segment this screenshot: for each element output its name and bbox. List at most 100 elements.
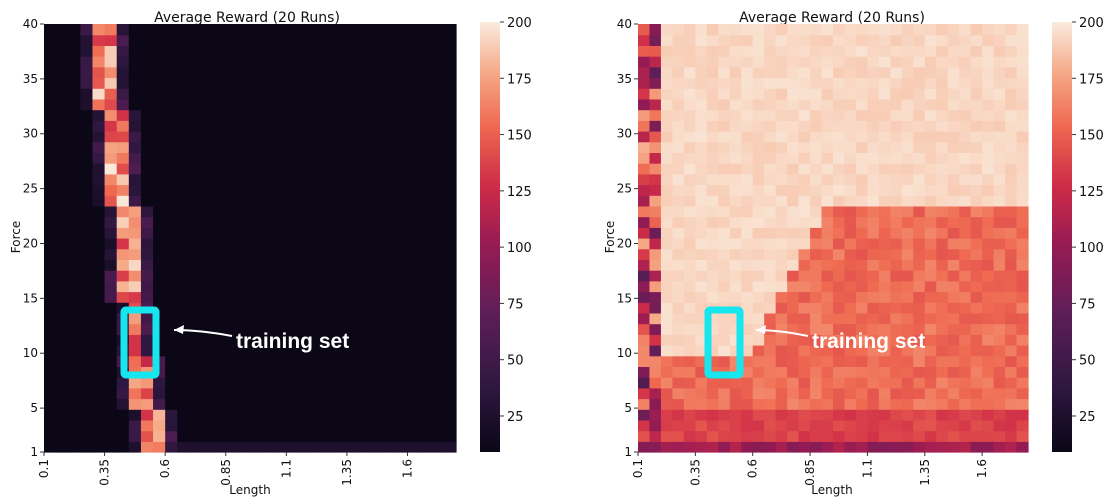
heatmap-cell: [128, 291, 142, 303]
heatmap-cell: [322, 419, 336, 432]
heatmap-cell: [237, 270, 251, 282]
heatmap-cell: [924, 355, 937, 367]
heatmap-cell: [213, 173, 227, 186]
heatmap-cell: [638, 24, 651, 36]
heatmap-cell: [201, 152, 215, 164]
heatmap-cell: [821, 238, 834, 250]
heatmap-cell: [649, 227, 662, 239]
heatmap-cell: [913, 24, 926, 36]
colorbar-tick-label: 50: [1079, 354, 1096, 369]
heatmap-cell: [443, 152, 457, 164]
heatmap-cell: [431, 355, 445, 367]
heatmap-cell: [104, 280, 118, 293]
heatmap-cell: [821, 131, 834, 143]
heatmap-cell: [913, 195, 926, 207]
heatmap-cell: [104, 34, 118, 46]
heatmap-cell: [407, 98, 421, 111]
heatmap-cell: [936, 45, 949, 57]
heatmap-cell: [346, 409, 360, 421]
heatmap-cell: [764, 238, 777, 250]
x-tick-label: 0.85: [803, 459, 817, 486]
heatmap-cell: [833, 173, 846, 186]
heatmap-cell: [638, 152, 651, 164]
heatmap-cell: [798, 355, 811, 367]
heatmap-cell: [56, 109, 69, 121]
heatmap-cell: [286, 173, 300, 186]
heatmap-cell: [201, 323, 215, 335]
heatmap-cell: [810, 66, 823, 79]
heatmap-cell: [1016, 355, 1029, 367]
heatmap-cell: [346, 45, 360, 57]
heatmap-cell: [741, 248, 754, 260]
heatmap-cell: [334, 409, 348, 421]
heatmap-cell: [68, 109, 81, 121]
heatmap-cell: [262, 323, 275, 335]
heatmap-cell: [213, 280, 227, 293]
heatmap-cell: [970, 66, 983, 79]
heatmap-cell: [752, 227, 765, 239]
heatmap-cell: [706, 377, 719, 389]
heatmap-cell: [810, 312, 823, 325]
heatmap-cell: [165, 430, 178, 442]
heatmap-cell: [383, 163, 397, 175]
heatmap-cell: [92, 387, 106, 400]
heatmap-cell: [1005, 430, 1018, 442]
heatmap-cell: [672, 131, 685, 143]
heatmap-cell: [128, 441, 142, 453]
heatmap-cell: [741, 419, 754, 432]
heatmap-cell: [431, 291, 445, 303]
heatmap-cell: [683, 270, 696, 282]
heatmap-cell: [936, 131, 949, 143]
heatmap-cell: [431, 409, 445, 421]
heatmap-cell: [80, 34, 94, 46]
heatmap-cell: [44, 355, 57, 367]
heatmap-cell: [982, 345, 995, 357]
heatmap-cell: [638, 120, 651, 132]
heatmap-cell: [431, 248, 445, 260]
heatmap-cell: [660, 173, 674, 186]
heatmap-cell: [383, 259, 397, 271]
heatmap-cell: [310, 441, 324, 453]
heatmap-cell: [443, 173, 457, 186]
heatmap-cell: [346, 109, 360, 121]
heatmap-cell: [947, 302, 960, 314]
heatmap-cell: [237, 141, 251, 153]
heatmap-cell: [250, 345, 263, 357]
heatmap-cell: [672, 409, 685, 421]
heatmap-cell: [1005, 312, 1018, 325]
heatmap-cell: [752, 270, 765, 282]
heatmap-cell: [901, 419, 914, 432]
heatmap-cell: [695, 24, 708, 36]
heatmap-cell: [913, 398, 926, 410]
heatmap-cell: [1016, 152, 1029, 164]
heatmap-cell: [706, 419, 719, 432]
heatmap-cell: [44, 270, 57, 282]
heatmap-cell: [1016, 238, 1029, 250]
heatmap-cell: [913, 184, 926, 196]
heatmap-cell: [56, 45, 69, 57]
heatmap-cell: [982, 56, 995, 68]
heatmap-cell: [672, 355, 685, 367]
heatmap-cell: [810, 270, 823, 282]
heatmap-cell: [80, 323, 94, 335]
heatmap-cell: [225, 88, 239, 100]
heatmap-cell: [298, 34, 312, 46]
heatmap-cell: [660, 377, 674, 389]
heatmap-cell: [56, 280, 69, 293]
heatmap-cell: [867, 227, 880, 239]
heatmap-cell: [855, 216, 869, 228]
heatmap-cell: [116, 270, 130, 282]
heatmap-cell: [443, 430, 457, 442]
heatmap-cell: [660, 24, 674, 36]
heatmap-cell: [68, 88, 81, 100]
heatmap-cell: [128, 205, 142, 218]
heatmap-cell: [262, 366, 275, 378]
heatmap-cell: [80, 419, 94, 432]
heatmap-cell: [764, 248, 777, 260]
heatmap-cell: [706, 334, 719, 346]
heatmap-cell: [92, 98, 106, 111]
heatmap-cell: [346, 430, 360, 442]
heatmap-cell: [140, 430, 154, 442]
heatmap-cell: [752, 398, 765, 410]
heatmap-cell: [638, 131, 651, 143]
